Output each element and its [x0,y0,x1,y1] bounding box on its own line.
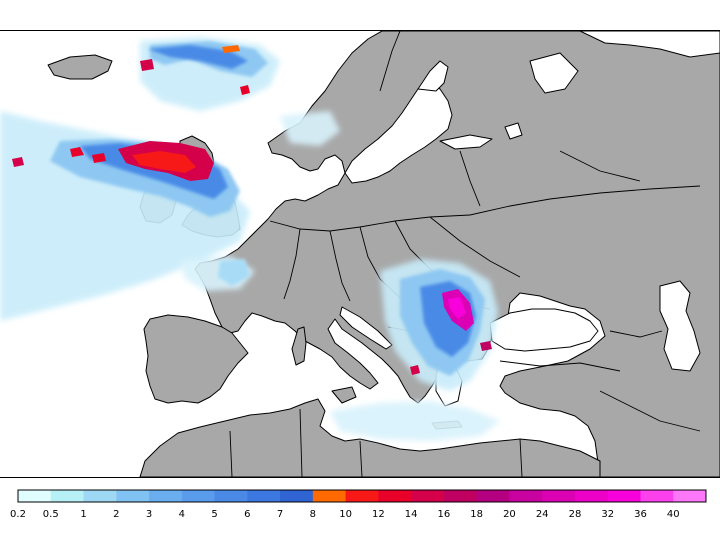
color-scale-outline [17,489,707,503]
scale-tick-label: 14 [405,509,418,520]
scale-tick-label: 36 [634,509,647,520]
gulf-of-finland [439,134,493,150]
color-swatch [214,490,248,502]
scale-tick-label: 12 [372,509,385,520]
color-swatch [181,490,215,502]
color-swatch [280,490,314,502]
scale-tick-label: 7 [277,509,283,520]
scale-tick-label: 3 [146,509,152,520]
scale-tick-label: 10 [339,509,352,520]
color-scale-legend: 0.2 0.5 1 2 3 4 5 6 7 8 10 12 14 16 18 20 24 28 32 36 40 [0,486,720,536]
color-swatch [83,490,117,502]
scale-tick-label: 24 [536,509,549,520]
scale-tick-label: 28 [569,509,582,520]
land-iceland [47,54,113,80]
scale-tick-label: 16 [438,509,451,520]
scale-labels: 0.2 0.5 1 2 3 4 5 6 7 8 10 12 14 16 18 20 24 28 32 36 40 [10,509,680,520]
land-scandinavia-europe [194,31,720,477]
land-corsica-sardinia [291,326,307,366]
color-swatch [542,490,576,502]
land-iberia [143,314,249,404]
color-swatch [378,490,412,502]
precipitation-layer [0,37,500,441]
scale-tick-label: 4 [179,509,185,520]
color-swatch [673,490,707,502]
inland-seas [339,31,720,407]
color-swatch [509,490,543,502]
color-swatch [18,490,52,502]
color-swatch [50,490,84,502]
scale-tick-label: 0.2 [10,509,26,520]
color-swatch [312,490,347,502]
land-sicily [331,386,357,404]
color-swatch [640,490,674,502]
color-swatch [345,490,379,502]
color-swatch [476,490,510,502]
color-swatch [574,490,609,502]
scale-tick-label: 0.5 [43,509,59,520]
precipitation-map [0,30,720,478]
adriatic-sea [339,306,393,350]
caspian-sea [659,280,701,372]
color-swatch [411,490,445,502]
scale-tick-label: 1 [80,509,86,520]
scale-tick-label: 18 [470,509,483,520]
scale-tick-label: 32 [601,509,614,520]
land-north-africa [139,398,601,477]
barents-sea [579,31,720,58]
color-swatch [116,490,150,502]
color-scale-svg: 0.2 0.5 1 2 3 4 5 6 7 8 10 12 14 16 18 20 24 28 32 36 40 [10,489,707,520]
color-swatches [17,489,707,503]
color-swatch [149,490,183,502]
black-sea [489,308,599,352]
gulf-of-bothnia [417,60,449,92]
color-swatch [247,490,281,502]
scale-tick-label: 40 [667,509,680,520]
scale-tick-label: 5 [211,509,217,520]
color-swatch [607,490,641,502]
scale-tick-label: 6 [244,509,250,520]
map-canvas [0,31,720,477]
lake-ladoga [504,122,523,140]
color-swatch [443,490,478,502]
scale-tick-label: 20 [503,509,516,520]
scale-tick-label: 8 [310,509,316,520]
baltic-sea [344,82,453,184]
scale-tick-label: 2 [113,509,119,520]
white-sea [529,52,579,94]
